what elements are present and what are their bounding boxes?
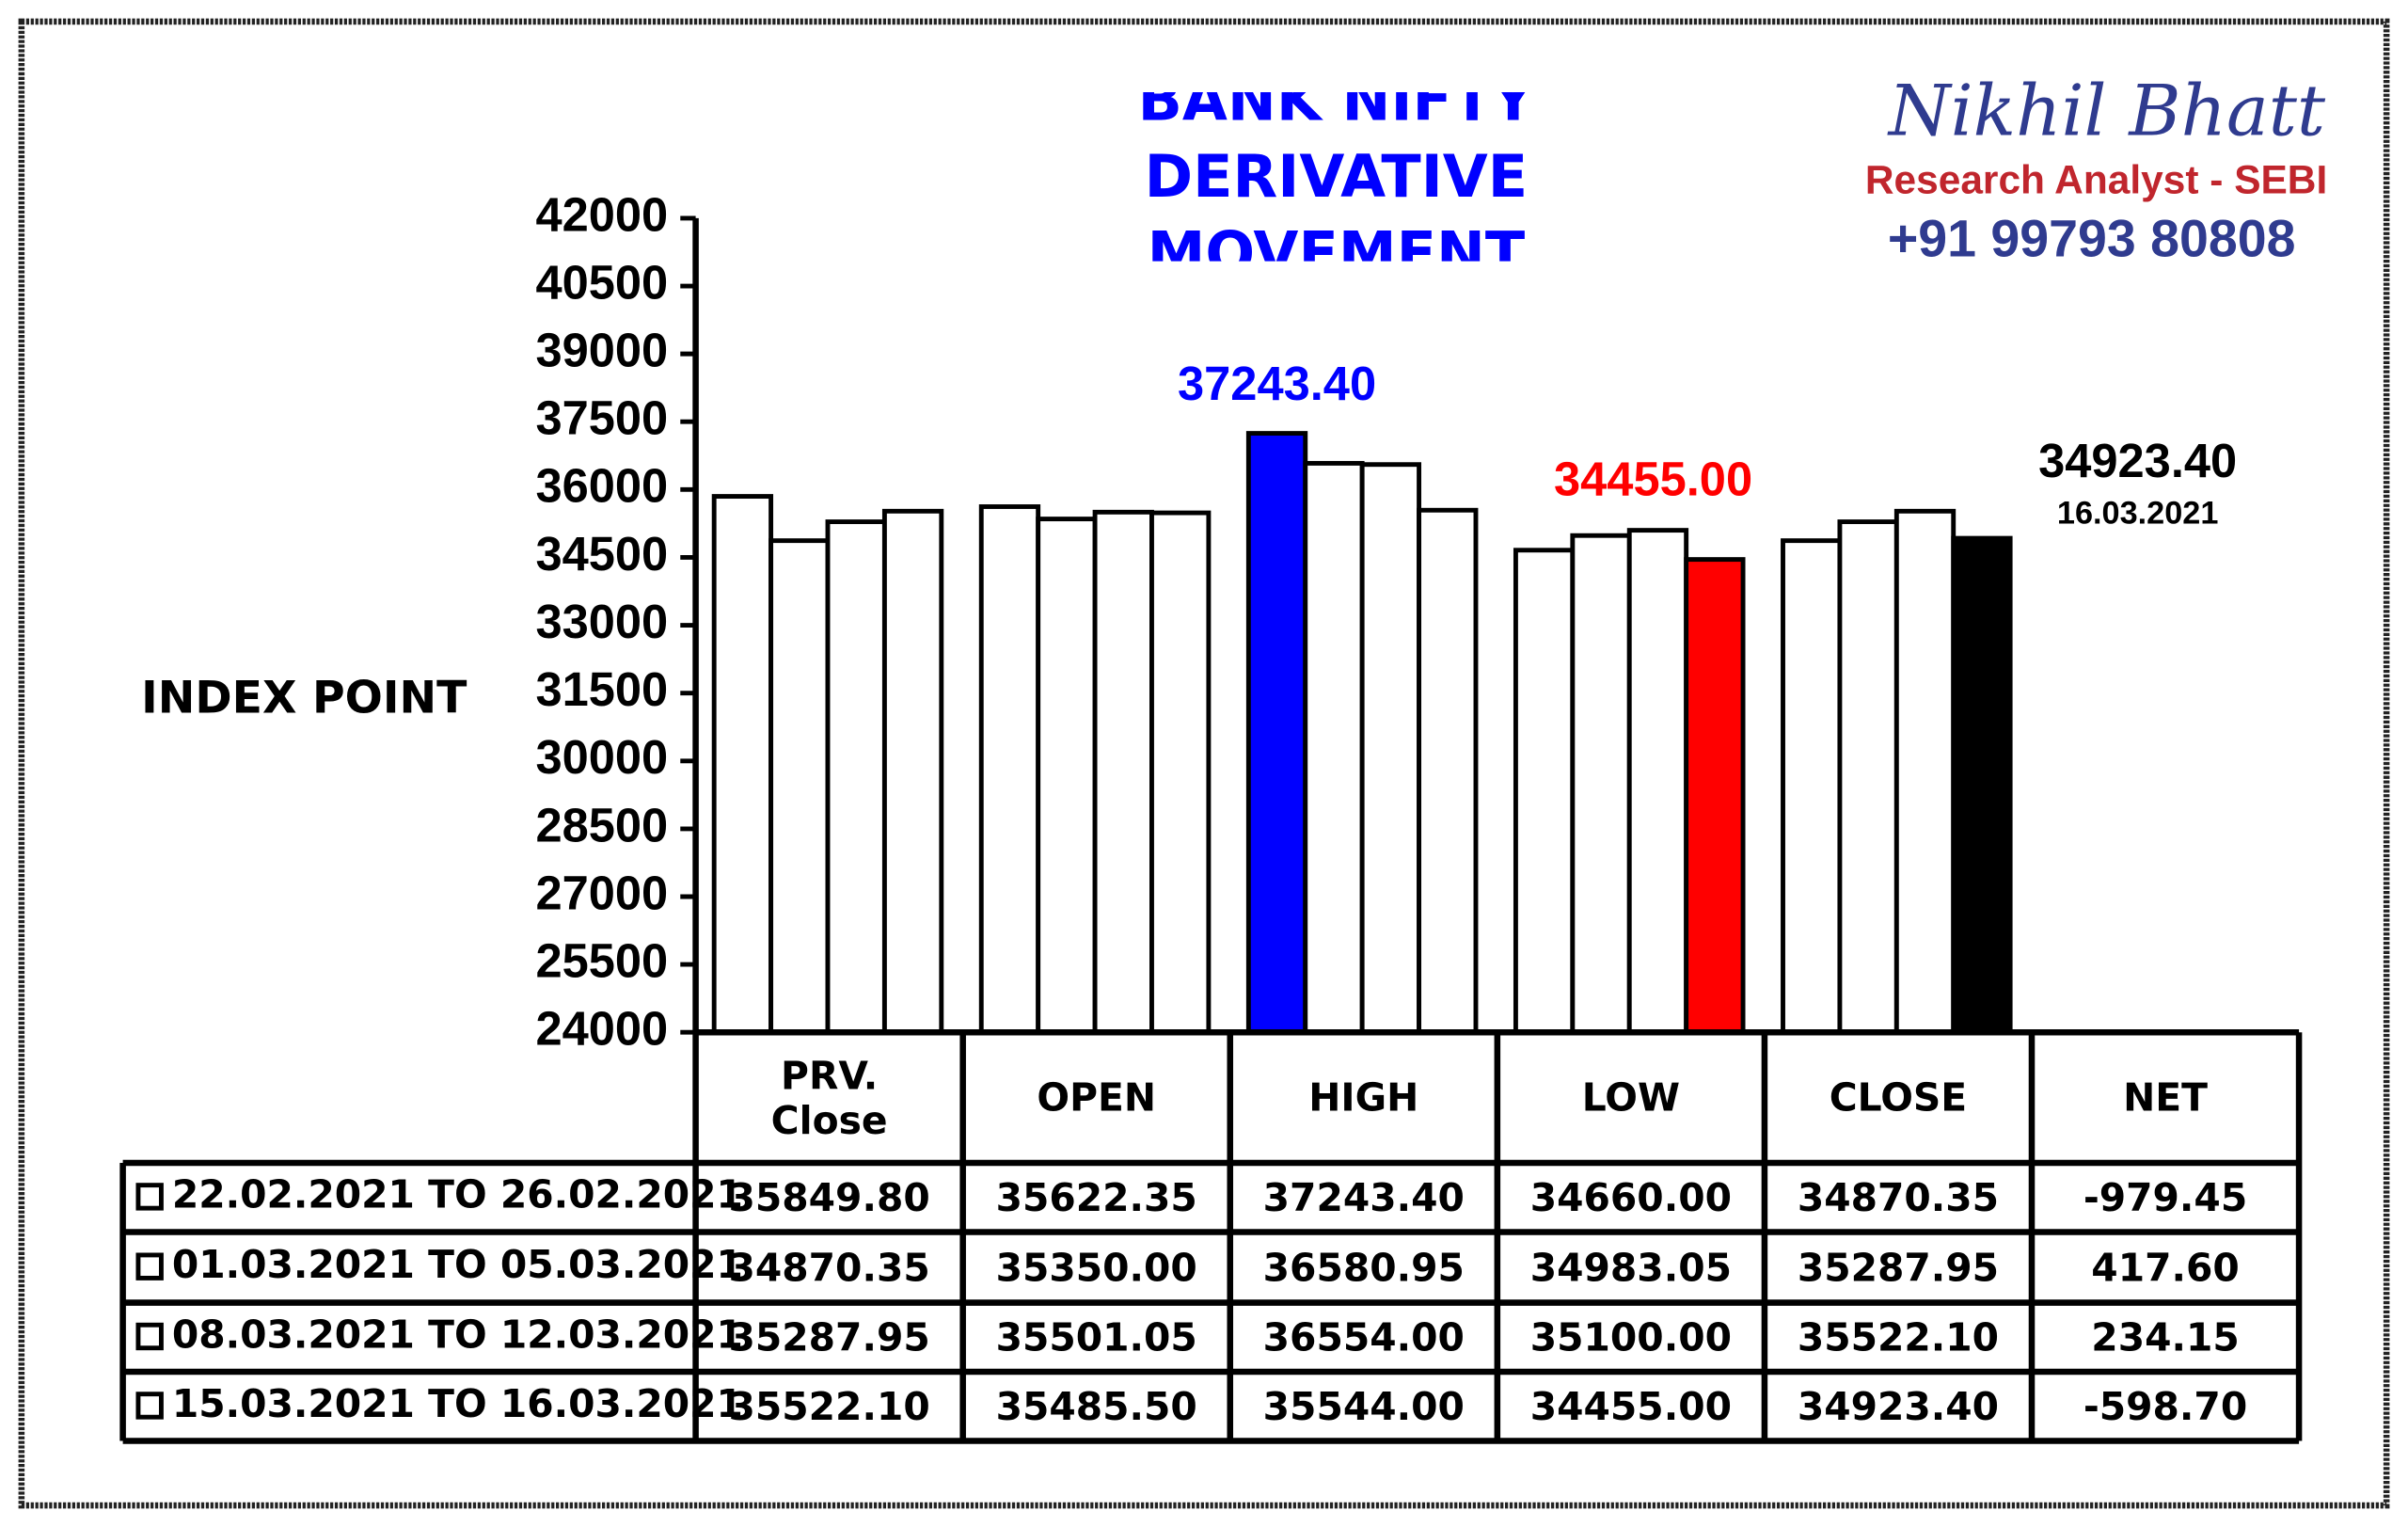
bar [1036, 517, 1098, 1035]
table-value: 234.15 [2091, 1315, 2239, 1360]
table-value: 34923.40 [1798, 1384, 1999, 1429]
legend-marker [135, 1183, 164, 1211]
bar [1626, 528, 1689, 1035]
series-name: 22.02.2021 TO 26.02.2021 [172, 1172, 743, 1217]
bar [711, 494, 774, 1035]
highlight-label: 34923.40 [2038, 434, 2237, 487]
bar [1837, 519, 1899, 1035]
legend-marker [135, 1392, 164, 1420]
header-cell: LOW [1581, 1074, 1681, 1121]
series-name: 15.03.2021 TO 16.03.2021 [172, 1381, 743, 1426]
y-tick-label: 27000 [535, 866, 668, 919]
header-cell: HIGH [1308, 1074, 1419, 1121]
y-tick-label: 24000 [535, 1002, 668, 1056]
y-axis-label: INDEX POINT [141, 673, 467, 724]
category-label: LOW [1581, 1074, 1681, 1121]
y-tick-label: 25500 [535, 933, 668, 987]
frame [18, 18, 2390, 1509]
y-tick-label: 37500 [535, 391, 668, 445]
bar [1359, 462, 1422, 1035]
header-cell: PRV. Close [770, 1053, 888, 1142]
series-name: 01.03.2021 TO 05.03.2021 [172, 1242, 743, 1287]
y-tick-label: 39000 [535, 324, 668, 377]
header-cell: NET [2123, 1074, 2208, 1121]
brand-name: Nikhil Bhatt [1887, 70, 2326, 152]
highlight-label: 34455.00 [1554, 452, 1752, 505]
category-label: CLOSE [1829, 1074, 1968, 1121]
table-value: 35544.00 [1263, 1384, 1465, 1429]
bar [1149, 510, 1212, 1035]
y-tick-label: 31500 [535, 662, 668, 716]
y-tick-label: 36000 [535, 459, 668, 513]
y-tick-label: 42000 [535, 187, 668, 241]
y-tick-label: 28500 [535, 798, 668, 851]
chart-title: BANK NIFTY DERIVATIVE MOVEMENT [1137, 92, 1535, 262]
y-tick-label: 34500 [535, 527, 668, 581]
bar [1092, 509, 1154, 1035]
category-label: HIGH [1308, 1074, 1419, 1121]
table-value: 36580.95 [1263, 1245, 1465, 1290]
table-value: 34870.35 [729, 1245, 930, 1290]
series-name: 08.03.2021 TO 12.03.2021 [172, 1312, 743, 1357]
bar [1951, 535, 2013, 1035]
table-value: 35522.10 [1798, 1315, 1999, 1360]
table-value: 35287.95 [729, 1315, 930, 1360]
bar [1781, 538, 1843, 1035]
y-tick-label: 33000 [535, 595, 668, 648]
y-tick-label: 40500 [535, 255, 668, 309]
table-value: 36554.00 [1263, 1315, 1465, 1360]
table-value: 35100.00 [1530, 1315, 1732, 1360]
table-value: 34455.00 [1530, 1384, 1732, 1429]
legend-marker [135, 1252, 164, 1280]
bar [1684, 557, 1746, 1035]
bar [1245, 431, 1308, 1035]
brand-role: Research Analyst - SEBI [1865, 158, 2327, 202]
bar [1417, 507, 1479, 1035]
brand-phone: +91 99793 80808 [1888, 210, 2296, 268]
legend-marker [135, 1322, 164, 1351]
bar [978, 504, 1041, 1035]
highlight-label: 37243.40 [1178, 357, 1376, 410]
bar [825, 519, 887, 1035]
table-value: 37243.40 [1263, 1175, 1465, 1220]
category-label: PRV. Close [770, 1053, 888, 1142]
bar [1893, 508, 1956, 1035]
table-value: -979.45 [2083, 1175, 2247, 1220]
table-value: 35522.10 [729, 1384, 930, 1429]
header-cell: CLOSE [1829, 1074, 1968, 1121]
header-cell: OPEN [1037, 1074, 1157, 1121]
table-value: 35849.80 [729, 1175, 930, 1220]
title-box: BANK NIFTY DERIVATIVE MOVEMENT [1137, 92, 1535, 262]
bar [881, 508, 944, 1035]
table-value: 35350.00 [996, 1245, 1197, 1290]
table-value: 35287.95 [1798, 1245, 1999, 1290]
table-value: 34870.35 [1798, 1175, 1999, 1220]
bar [1570, 533, 1632, 1035]
table-value: -598.70 [2083, 1384, 2247, 1429]
highlight-note: 16.03.2021 [2057, 496, 2219, 532]
table-value: 34983.05 [1530, 1245, 1732, 1290]
bar [1513, 548, 1576, 1035]
table-value: 417.60 [2091, 1245, 2239, 1290]
table-value: 35485.50 [996, 1384, 1197, 1429]
bar [1303, 460, 1365, 1035]
category-label: OPEN [1037, 1074, 1157, 1121]
bar [768, 538, 831, 1035]
table-value: 35501.05 [996, 1315, 1197, 1360]
y-tick-label: 30000 [535, 730, 668, 784]
table-value: 34660.00 [1530, 1175, 1732, 1220]
table-value: 35622.35 [996, 1175, 1197, 1220]
category-label: NET [2123, 1074, 2208, 1121]
